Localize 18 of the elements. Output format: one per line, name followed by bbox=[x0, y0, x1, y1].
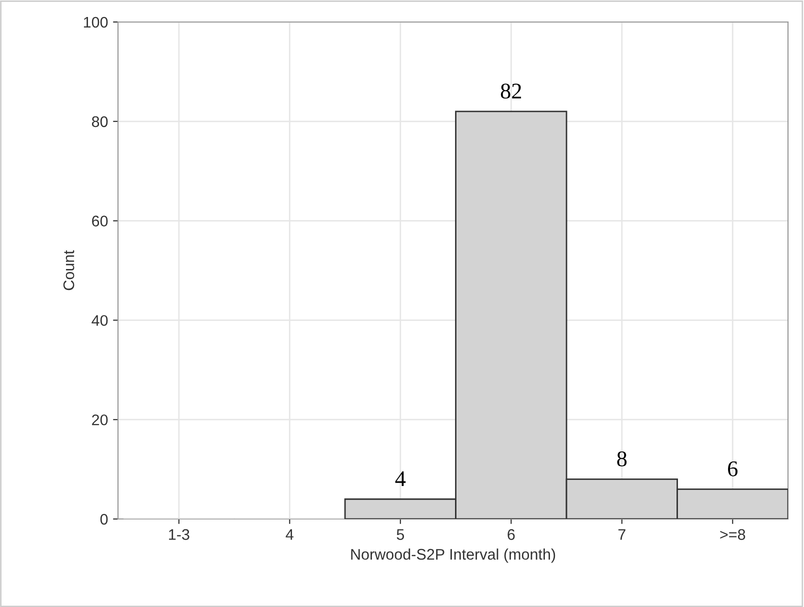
data-label: 6 bbox=[728, 461, 738, 476]
x-tick-label: 1-3 bbox=[169, 529, 190, 540]
data-label: 82 bbox=[500, 84, 522, 99]
y-axis-title: Count bbox=[63, 250, 74, 290]
x-tick-label: >=8 bbox=[720, 529, 746, 540]
x-tick-label: 6 bbox=[508, 529, 515, 540]
y-tick-label: 0 bbox=[100, 514, 108, 525]
x-axis-title: Norwood-S2P Interval (month) bbox=[351, 548, 556, 563]
data-label: 4 bbox=[395, 471, 406, 486]
y-tick-label: 80 bbox=[92, 116, 108, 128]
y-tick-label: 100 bbox=[84, 16, 108, 28]
y-tick-label: 40 bbox=[92, 315, 108, 326]
data-label: 8 bbox=[617, 451, 627, 466]
x-tick-label: 7 bbox=[618, 529, 626, 540]
y-tick-label: 60 bbox=[92, 216, 108, 226]
x-tick-label: 4 bbox=[286, 529, 294, 540]
x-tick-label: 5 bbox=[396, 529, 404, 540]
y-tick-label: 20 bbox=[92, 414, 108, 426]
